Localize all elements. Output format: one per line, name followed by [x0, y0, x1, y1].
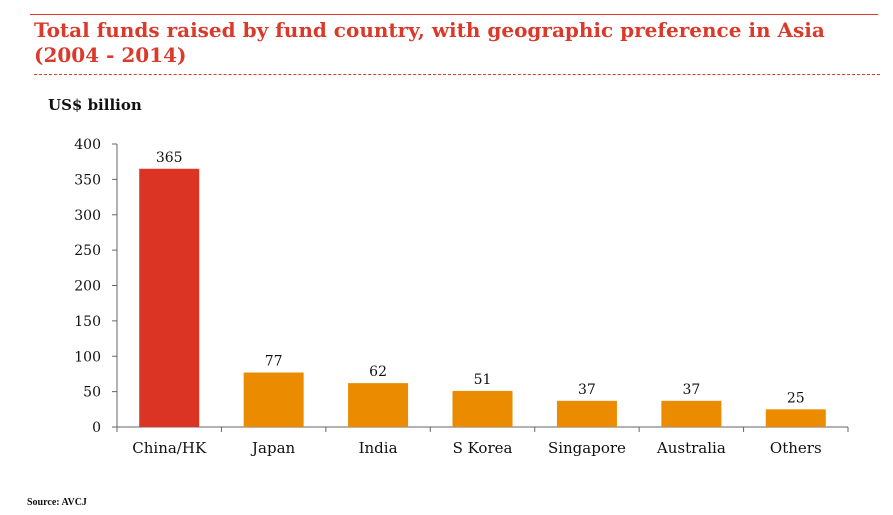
bar-singapore — [556, 400, 617, 427]
data-label: 365 — [156, 150, 183, 166]
y-tick-label: 250 — [74, 243, 101, 259]
x-category-label: S Korea — [453, 439, 513, 457]
data-label: 77 — [265, 354, 283, 370]
x-category-label: China/HK — [132, 439, 207, 457]
y-tick-label: 150 — [74, 314, 101, 330]
y-tick-label: 350 — [74, 172, 101, 188]
data-label: 51 — [474, 372, 492, 388]
bar-others — [765, 409, 826, 427]
chart-title: Total funds raised by fund country, with… — [34, 18, 825, 67]
y-tick-label: 50 — [83, 385, 101, 401]
data-label: 37 — [682, 382, 700, 398]
source-note: Source: AVCJ — [27, 497, 87, 508]
y-tick-label: 400 — [74, 137, 101, 153]
x-category-label: Australia — [656, 439, 726, 457]
bar-china-hk — [139, 168, 200, 427]
y-tick-label: 300 — [74, 208, 101, 224]
x-category-label: Japan — [250, 439, 296, 457]
y-axis-unit-label: US$ billion — [48, 96, 142, 114]
y-tick-label: 100 — [74, 349, 101, 365]
x-category-label: Singapore — [548, 439, 626, 457]
top-rule — [30, 14, 878, 15]
data-label: 62 — [369, 364, 387, 380]
bar-s-korea — [452, 390, 513, 427]
x-category-label: India — [359, 439, 398, 457]
bar-japan — [243, 372, 304, 427]
bar-australia — [661, 400, 722, 427]
title-divider — [34, 74, 880, 75]
y-tick-label: 200 — [74, 279, 101, 295]
y-tick-label: 0 — [92, 420, 101, 436]
data-label: 37 — [578, 382, 596, 398]
x-category-label: Others — [770, 439, 822, 457]
data-label: 25 — [787, 390, 805, 406]
bar-india — [348, 383, 409, 427]
